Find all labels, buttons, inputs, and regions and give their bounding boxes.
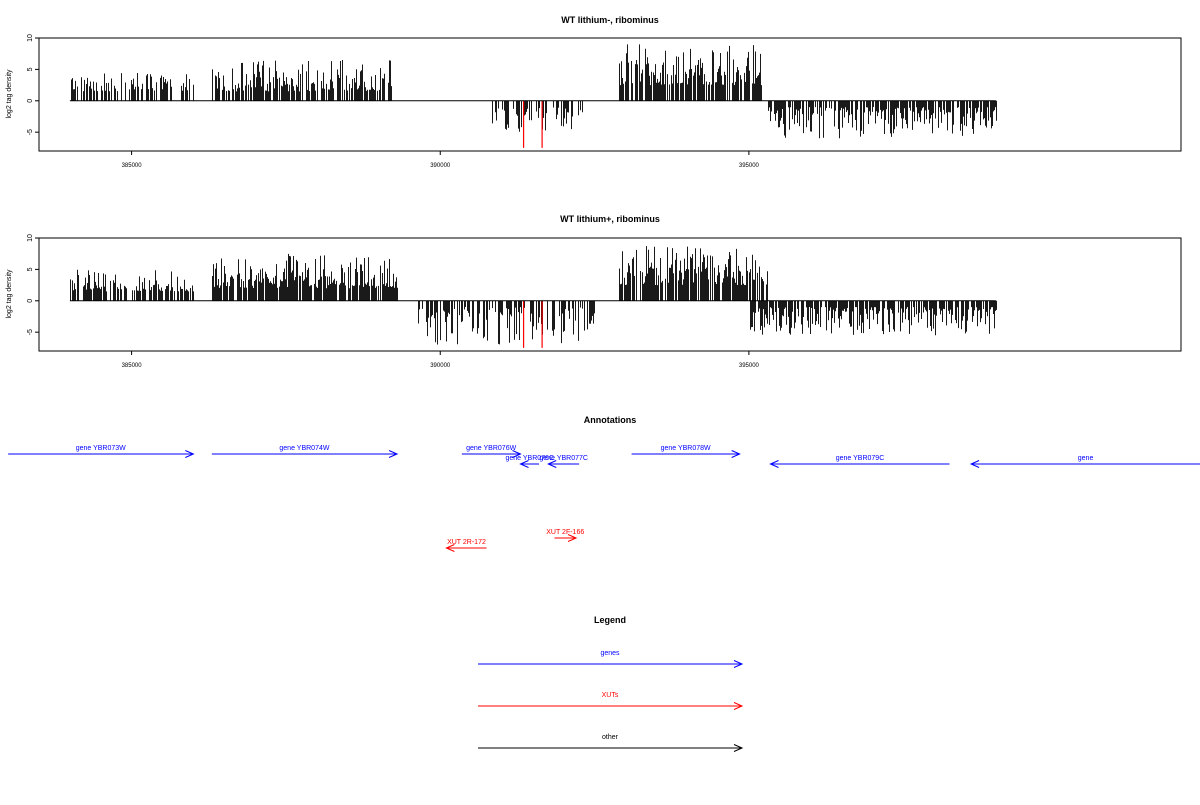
- annotations-title: Annotations: [584, 415, 637, 425]
- annotation-feature: gene YBR078W: [631, 445, 741, 458]
- axes: -5 0 5 10 385000 390000 395000: [27, 34, 760, 169]
- annotation-feature: gene YBR079C: [769, 455, 950, 468]
- plot-frame: [38, 237, 1182, 352]
- legend-entry: XUTs: [478, 692, 744, 710]
- arrowhead-icon: [733, 660, 744, 668]
- feature-label: gene YBR076C: [505, 455, 554, 462]
- annotations-panel: Annotations gene YBR073W gene YBR074W gene…: [8, 415, 1200, 552]
- arrowhead-icon: [445, 544, 455, 552]
- arrowhead-icon: [512, 450, 522, 458]
- arrowhead-icon: [969, 460, 980, 468]
- y-tick-label: 5: [27, 267, 34, 271]
- annotation-feature: XUT 2F-166: [546, 529, 584, 542]
- legend-entry: other: [478, 734, 744, 752]
- annotation-feature: gene YBR074W: [211, 445, 399, 458]
- feature-label: XUT 2F-166: [546, 529, 584, 536]
- panel-title: WT lithium+, ribominus: [560, 214, 660, 224]
- feature-label: gene: [1078, 455, 1094, 462]
- legend-label: other: [602, 734, 619, 741]
- y-tick-label: 5: [27, 67, 34, 71]
- y-tick-label: 10: [27, 234, 34, 242]
- y-tick-label: 10: [27, 34, 34, 42]
- feature-label: gene YBR079C: [836, 455, 885, 462]
- y-axis-label: log2 tag density: [6, 269, 13, 319]
- x-tick-label: 395000: [739, 363, 760, 369]
- feature-label: gene YBR077C: [539, 455, 588, 462]
- arrowhead-icon: [733, 702, 744, 710]
- y-tick-label: -5: [27, 129, 34, 135]
- x-tick-label: 395000: [739, 163, 760, 169]
- legend-entry: genes: [478, 650, 744, 668]
- arrowhead-icon: [731, 450, 741, 458]
- legend: Legend genes XUTs other: [478, 615, 744, 752]
- y-axis-label: log2 tag density: [6, 69, 13, 119]
- feature-label: XUT 2R-172: [447, 539, 486, 546]
- x-tick-label: 390000: [430, 363, 451, 369]
- gene-annotations: gene YBR073W gene YBR074W gene YBR076W gene…: [8, 445, 1200, 468]
- arrowhead-icon: [769, 460, 779, 468]
- arrowhead-icon: [519, 460, 529, 468]
- arrowhead-icon: [567, 534, 578, 542]
- legend-label: genes: [600, 650, 620, 657]
- plot-frame: [38, 37, 1182, 152]
- feature-label: gene YBR073W: [76, 445, 126, 452]
- annotation-feature: gene: [969, 455, 1200, 468]
- bar-layer: [69, 44, 997, 148]
- bar-layer: [69, 246, 997, 348]
- y-tick-label: 0: [27, 99, 34, 103]
- annotation-feature: XUT 2R-172: [445, 539, 487, 552]
- axes: -5 0 5 10 385000 390000 395000: [27, 234, 760, 369]
- feature-label: gene YBR076W: [466, 445, 516, 452]
- annotation-feature: gene YBR076W: [461, 445, 522, 458]
- track-panel-lithium-minus: WT lithium-, ribominus log2 tag density …: [6, 15, 1182, 169]
- x-tick-label: 385000: [122, 163, 143, 169]
- y-tick-label: -5: [27, 329, 34, 335]
- y-tick-label: 0: [27, 299, 34, 303]
- feature-label: gene YBR078W: [661, 445, 711, 452]
- annotation-feature: gene YBR073W: [8, 445, 195, 458]
- xut-annotations: XUT 2R-172 XUT 2F-166: [445, 529, 584, 552]
- arrowhead-icon: [733, 744, 744, 752]
- x-tick-label: 390000: [430, 163, 451, 169]
- legend-entries: genes XUTs other: [478, 650, 744, 752]
- legend-label: XUTs: [602, 692, 619, 699]
- annotation-feature: gene YBR076C: [505, 455, 554, 468]
- arrowhead-icon: [547, 460, 557, 468]
- arrowhead-icon: [185, 450, 195, 458]
- feature-label: gene YBR074W: [279, 445, 329, 452]
- legend-title: Legend: [594, 615, 626, 625]
- x-tick-label: 385000: [122, 363, 143, 369]
- panel-title: WT lithium-, ribominus: [561, 15, 659, 25]
- annotation-feature: gene YBR077C: [539, 455, 588, 468]
- arrowhead-icon: [388, 450, 399, 458]
- track-panel-lithium-plus: WT lithium+, ribominus log2 tag density …: [6, 214, 1182, 369]
